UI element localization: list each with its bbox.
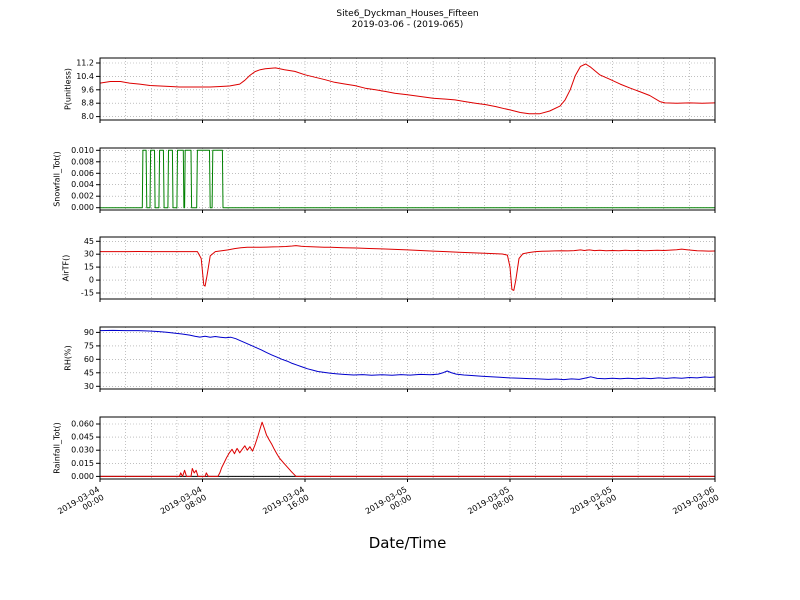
y-tick-label: 11.2 xyxy=(76,59,94,68)
y-axis-label-rh: RH(%) xyxy=(63,345,73,371)
y-tick-label: 15 xyxy=(84,263,94,272)
chart-subtitle: 2019-03-06 - (2019-065) xyxy=(351,20,464,30)
y-tick-label: 8.8 xyxy=(81,99,94,108)
series-line xyxy=(100,421,715,477)
x-tick-label: 2019-03-0508:00 xyxy=(466,485,515,524)
y-tick-label: 75 xyxy=(84,341,94,350)
y-tick-label: 30 xyxy=(84,382,94,391)
y-tick-label: 0 xyxy=(89,276,94,285)
y-axis-label-rainfall: Rainfall_Tot() xyxy=(52,422,62,474)
y-tick-label: 0.060 xyxy=(71,420,94,429)
y-tick-label: 60 xyxy=(84,355,94,364)
y-tick-label: 0.006 xyxy=(71,169,94,178)
x-tick-label: 2019-03-0600:00 xyxy=(671,485,720,524)
chart-title-block: Site6_Dyckman_Houses_Fifteen 2019-03-06 … xyxy=(100,9,715,31)
y-tick-label: 0.000 xyxy=(71,203,94,212)
series-line xyxy=(99,63,716,115)
y-tick-label: 0.004 xyxy=(71,180,94,189)
y-tick-label: 0.008 xyxy=(71,157,94,166)
y-tick-label: 90 xyxy=(84,328,94,337)
x-tick-label: 2019-03-0400:00 xyxy=(56,485,105,524)
y-tick-label: 0.045 xyxy=(71,433,94,442)
y-tick-label: 10.4 xyxy=(76,72,94,81)
series-line xyxy=(99,329,716,381)
y-tick-label: 8.0 xyxy=(81,112,94,121)
y-axis-label-airtf: AirTF() xyxy=(61,254,71,282)
y-tick-label: 0.015 xyxy=(71,459,94,468)
y-tick-label: 0.000 xyxy=(71,472,94,481)
y-tick-label: 9.6 xyxy=(81,85,94,94)
y-axis-label-p: P(unitless) xyxy=(63,67,73,111)
y-tick-label: 0.002 xyxy=(71,192,94,201)
y-tick-label: -15 xyxy=(81,289,94,298)
series-line xyxy=(100,149,715,209)
x-tick-label: 2019-03-0416:00 xyxy=(261,485,310,524)
y-axis-label-snowfall: Snowfall_Tot() xyxy=(52,151,62,207)
x-tick-label: 2019-03-0516:00 xyxy=(569,485,618,524)
x-tick-label: 2019-03-0408:00 xyxy=(159,485,208,524)
x-tick-label: 2019-03-0500:00 xyxy=(364,485,413,524)
series-line xyxy=(100,245,716,291)
chart-title: Site6_Dyckman_Houses_Fifteen xyxy=(336,9,479,19)
x-axis-label: Date/Time xyxy=(368,534,447,552)
y-tick-label: 45 xyxy=(84,368,94,377)
y-tick-label: 45 xyxy=(84,237,94,246)
y-tick-label: 0.030 xyxy=(71,446,94,455)
y-tick-label: 30 xyxy=(84,250,94,259)
y-tick-label: 0.010 xyxy=(71,146,94,155)
